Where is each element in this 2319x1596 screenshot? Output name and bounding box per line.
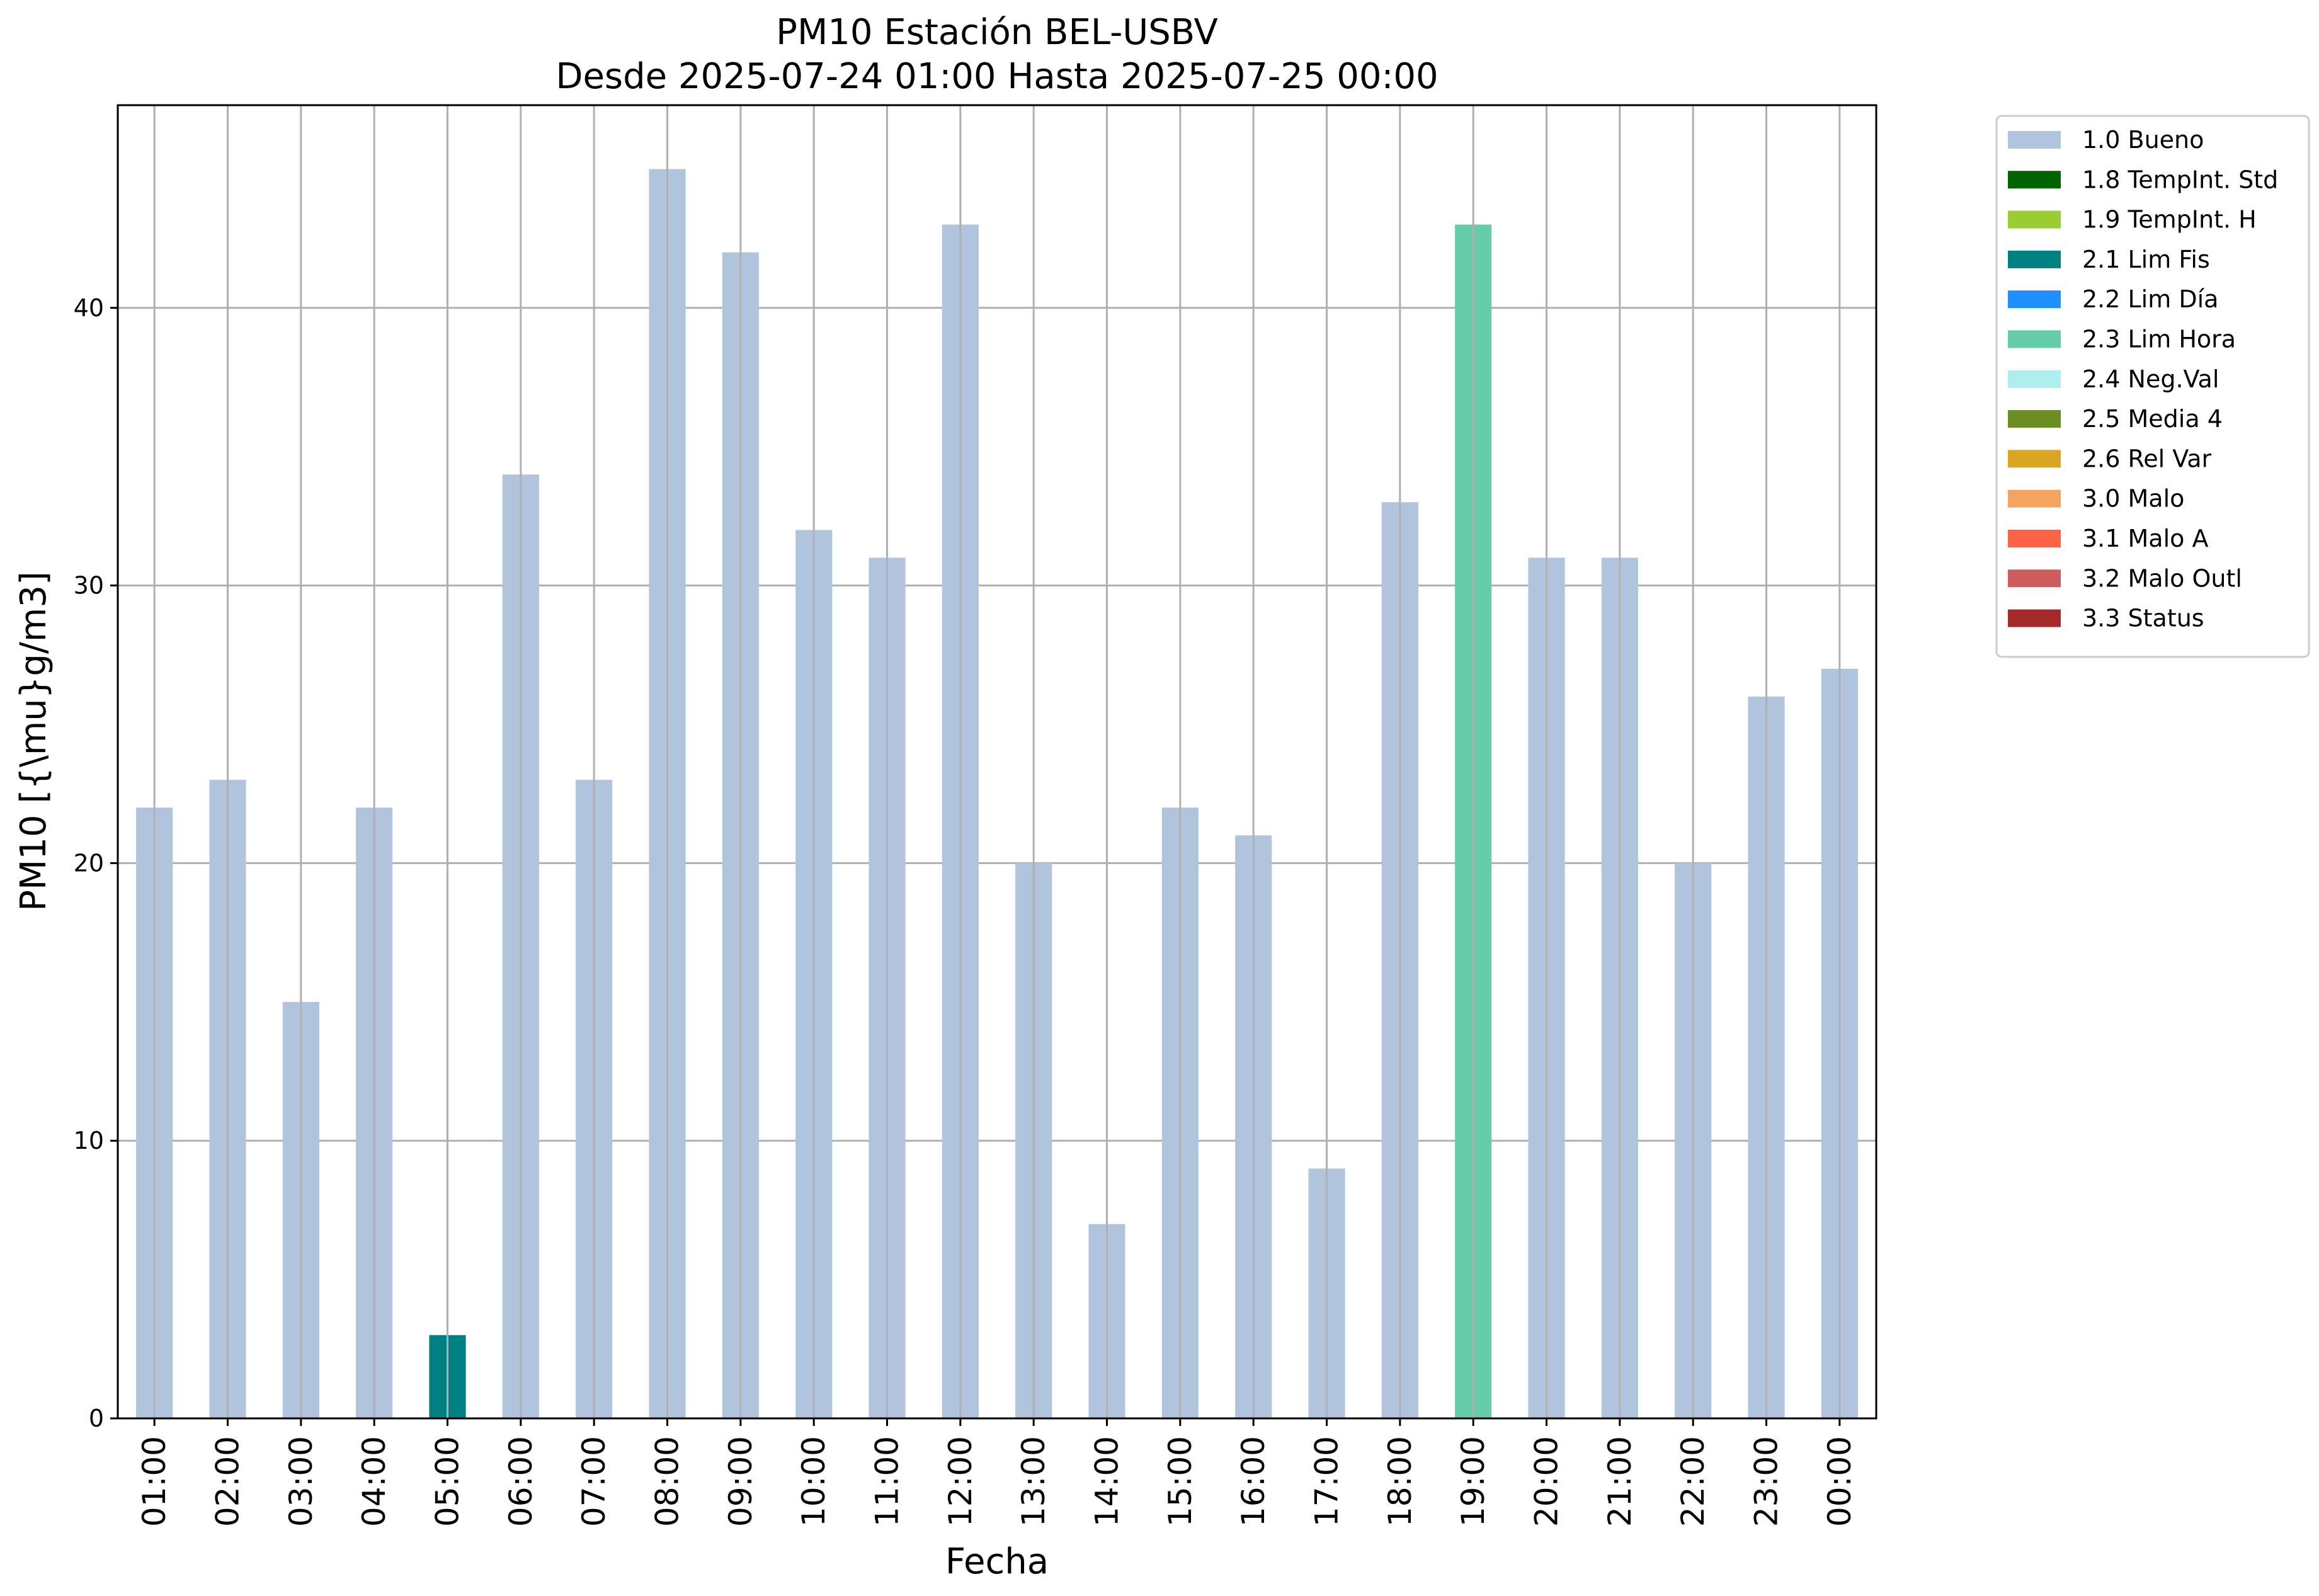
legend-entry: 1.0 Bueno (2082, 126, 2204, 154)
legend-swatch (2008, 530, 2061, 547)
legend-swatch (2008, 489, 2061, 508)
x-tick-label: 18:00 (1382, 1436, 1418, 1527)
y-tick-label: 20 (74, 849, 104, 877)
legend: 1.0 Bueno 1.8 TempInt. Std 1.9 TempInt. H 2… (1995, 115, 2310, 658)
legend-entry: 2.2 Lim Día (2082, 285, 2218, 313)
x-tick-label: 00:00 (1821, 1436, 1858, 1527)
legend-swatch (2008, 609, 2061, 627)
x-tick-label: 22:00 (1675, 1436, 1711, 1527)
y-tick-label: 40 (74, 294, 104, 322)
x-tick-label: 16:00 (1235, 1436, 1272, 1527)
legend-entry: 1.9 TempInt. H (2082, 206, 2257, 234)
legend-swatch (2008, 450, 2061, 468)
legend-box (1995, 115, 2310, 658)
x-axis: 01:00 02:00 03:00 04:00 05:00 06:00 07:00 08:00… (136, 1418, 1858, 1527)
legend-entry: 3.2 Malo Outl (2082, 564, 2242, 592)
x-tick-label: 08:00 (649, 1436, 686, 1527)
x-tick-label: 12:00 (942, 1436, 979, 1527)
x-tick-label: 15:00 (1162, 1436, 1199, 1527)
legend-entry: 3.0 Malo (2082, 485, 2184, 513)
x-tick-label: 05:00 (430, 1436, 466, 1527)
legend-entry: 1.8 TempInt. Std (2082, 166, 2278, 193)
y-tick-label: 0 (89, 1405, 104, 1432)
x-tick-label: 20:00 (1529, 1436, 1565, 1527)
legend-entry: 2.1 Lim Fis (2082, 246, 2210, 273)
chart-title: PM10 Estación BEL-USBV (776, 12, 1218, 53)
y-tick-label: 30 (74, 572, 104, 600)
y-axis-label: PM10 [{\mu}g/m3] (13, 571, 54, 911)
y-axis: 0 10 20 30 40 (74, 294, 118, 1432)
x-tick-label: 09:00 (722, 1436, 759, 1527)
x-tick-label: 07:00 (576, 1436, 612, 1527)
bars (136, 105, 1858, 1419)
x-tick-label: 02:00 (210, 1436, 246, 1527)
legend-swatch (2008, 210, 2061, 229)
legend-swatch (2008, 131, 2061, 149)
legend-entry: 2.6 Rel Var (2082, 445, 2212, 472)
x-tick-label: 13:00 (1015, 1436, 1052, 1527)
y-tick-label: 10 (74, 1127, 104, 1154)
x-tick-label: 01:00 (136, 1436, 173, 1527)
x-tick-label: 10:00 (795, 1436, 832, 1527)
x-tick-label: 04:00 (356, 1436, 392, 1527)
legend-entry: 3.3 Status (2082, 605, 2204, 632)
x-tick-label: 14:00 (1089, 1436, 1125, 1527)
legend-swatch (2008, 250, 2061, 268)
x-tick-label: 06:00 (503, 1436, 539, 1527)
chart-subtitle: Desde 2025-07-24 01:00 Hasta 2025-07-25 … (556, 56, 1438, 97)
legend-swatch (2008, 410, 2061, 428)
legend-swatch (2008, 290, 2061, 309)
legend-swatch (2008, 370, 2061, 388)
x-tick-label: 03:00 (283, 1436, 319, 1527)
legend-entry: 2.5 Media 4 (2082, 405, 2223, 433)
x-tick-label: 23:00 (1748, 1436, 1785, 1527)
x-tick-label: 21:00 (1602, 1436, 1638, 1527)
legend-swatch (2008, 330, 2061, 348)
legend-swatch (2008, 171, 2061, 189)
legend-entry: 2.4 Neg.Val (2082, 365, 2219, 393)
x-axis-label: Fecha (945, 1541, 1049, 1582)
x-tick-label: 11:00 (869, 1436, 906, 1527)
legend-entry: 3.1 Malo A (2082, 525, 2208, 552)
legend-entry: 2.3 Lim Hora (2082, 326, 2236, 353)
plot-frame (117, 104, 1877, 1420)
x-tick-label: 17:00 (1309, 1436, 1345, 1527)
x-tick-label: 19:00 (1455, 1436, 1491, 1527)
legend-swatch (2008, 569, 2061, 588)
